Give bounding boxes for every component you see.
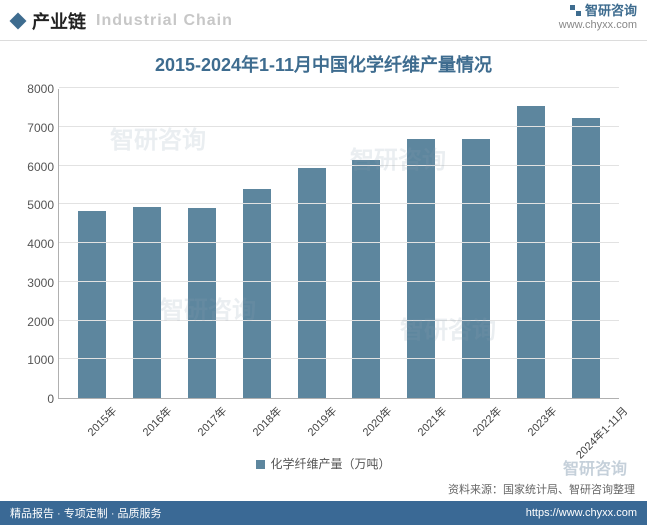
legend-label: 化学纤维产量（万吨）	[270, 457, 390, 471]
chart-container: 2015年 2016年 2017年 2018年 2019年 2020年 2021年 2022年…	[12, 83, 635, 453]
chart-title: 2015-2024年1-11月中国化学纤维产量情况	[0, 51, 647, 77]
section-diamond-icon	[10, 13, 27, 30]
y-tick-label: 5000	[12, 198, 54, 212]
x-label-text: 2021年	[414, 403, 450, 439]
section-title-en: Industrial Chain	[96, 12, 233, 30]
section-title-cn: 产业链	[32, 8, 86, 34]
x-label: 2019年	[284, 399, 339, 453]
y-tick-label: 1000	[12, 353, 54, 367]
bar-slot	[175, 89, 230, 398]
brand-url: www.chyxx.com	[559, 18, 637, 32]
grid-line	[59, 281, 619, 282]
brand-name: 智研咨询	[585, 3, 637, 18]
brand-logo-icon	[570, 5, 581, 16]
x-label-text: 2019年	[304, 403, 340, 439]
y-tick-label: 0	[12, 392, 54, 406]
bar	[572, 118, 600, 398]
y-tick-label: 8000	[12, 82, 54, 96]
x-label: 2017年	[174, 399, 229, 453]
grid-line	[59, 242, 619, 243]
header-divider	[0, 40, 647, 41]
source-line: 资料来源：国家统计局、智研咨询整理	[448, 481, 635, 497]
x-label-text: 2017年	[194, 403, 230, 439]
bar-slot	[339, 89, 394, 398]
bar	[78, 211, 106, 398]
footer-bar: 精品报告 · 专项定制 · 品质服务 https://www.chyxx.com	[0, 501, 647, 525]
x-label: 2018年	[229, 399, 284, 453]
bar-slot	[284, 89, 339, 398]
bar-slot	[229, 89, 284, 398]
grid-line	[59, 126, 619, 127]
y-tick-label: 3000	[12, 276, 54, 290]
x-label-text: 2016年	[139, 403, 175, 439]
grid-line	[59, 358, 619, 359]
y-tick-label: 2000	[12, 315, 54, 329]
grid-line	[59, 203, 619, 204]
x-axis-labels: 2015年 2016年 2017年 2018年 2019年 2020年 2021年 2022年…	[58, 399, 619, 453]
x-label: 2024年1-11月	[558, 399, 613, 453]
y-tick-label: 4000	[12, 237, 54, 251]
footer-left: 精品报告 · 专项定制 · 品质服务	[10, 505, 162, 521]
x-label: 2023年	[503, 399, 558, 453]
grid-line	[59, 165, 619, 166]
x-label: 2016年	[119, 399, 174, 453]
bar	[133, 207, 161, 398]
x-label: 2022年	[448, 399, 503, 453]
bar-slot	[449, 89, 504, 398]
grid-line	[59, 320, 619, 321]
bar-slot	[503, 89, 558, 398]
y-tick-label: 7000	[12, 121, 54, 135]
bar	[243, 189, 271, 398]
bar-slot	[558, 89, 613, 398]
x-label-text: 2024年1-11月	[572, 403, 631, 462]
chart-legend: 化学纤维产量（万吨）	[0, 455, 647, 472]
x-label-text: 2022年	[468, 403, 504, 439]
brand-block: 智研咨询 www.chyxx.com	[559, 4, 637, 32]
plot-area	[58, 89, 619, 399]
y-tick-label: 6000	[12, 160, 54, 174]
footer-right: https://www.chyxx.com	[526, 507, 637, 519]
x-label-text: 2023年	[523, 403, 559, 439]
bar-slot	[120, 89, 175, 398]
bar	[188, 208, 216, 398]
x-label-text: 2020年	[359, 403, 395, 439]
section-header: 产业链 Industrial Chain 智研咨询 www.chyxx.com	[0, 0, 647, 38]
x-label: 2015年	[64, 399, 119, 453]
bar-slot	[394, 89, 449, 398]
x-label: 2020年	[339, 399, 394, 453]
x-label-text: 2018年	[249, 403, 285, 439]
bar	[352, 160, 380, 398]
x-label-text: 2015年	[84, 403, 120, 439]
brand-logo: 智研咨询	[559, 4, 637, 18]
bar	[517, 106, 545, 398]
bar-slot	[65, 89, 120, 398]
grid-line	[59, 87, 619, 88]
bars-group	[59, 89, 619, 398]
x-label: 2021年	[393, 399, 448, 453]
legend-swatch	[256, 460, 265, 469]
